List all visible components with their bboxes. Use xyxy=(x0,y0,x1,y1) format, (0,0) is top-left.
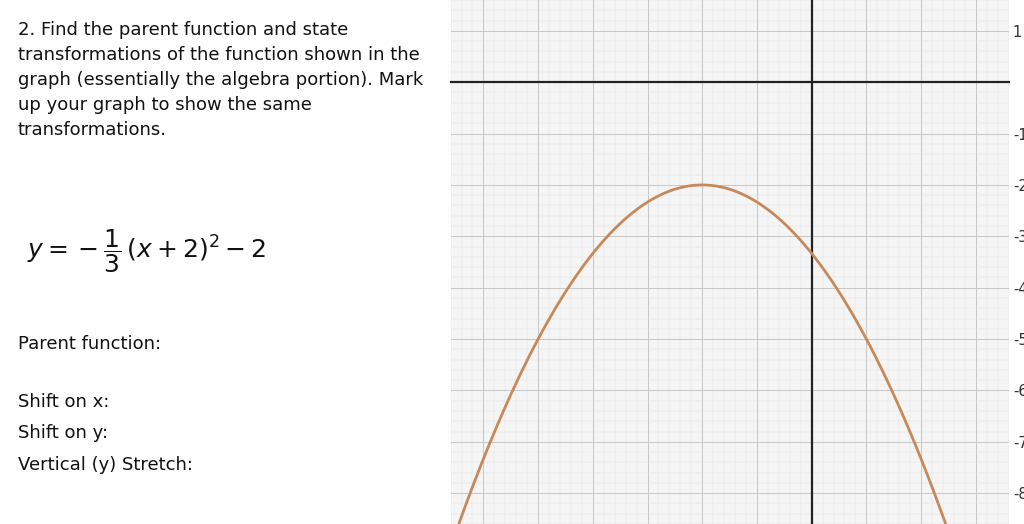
Text: Shift on y:: Shift on y: xyxy=(17,424,108,442)
Text: Shift on x:: Shift on x: xyxy=(17,393,110,411)
Text: $y = -\dfrac{1}{3}\,(x + 2)^2 - 2$: $y = -\dfrac{1}{3}\,(x + 2)^2 - 2$ xyxy=(27,227,266,276)
Text: 2. Find the parent function and state
transformations of the function shown in t: 2. Find the parent function and state tr… xyxy=(17,21,423,139)
Text: Parent function:: Parent function: xyxy=(17,335,161,353)
Text: Vertical (y) Stretch:: Vertical (y) Stretch: xyxy=(17,456,193,474)
